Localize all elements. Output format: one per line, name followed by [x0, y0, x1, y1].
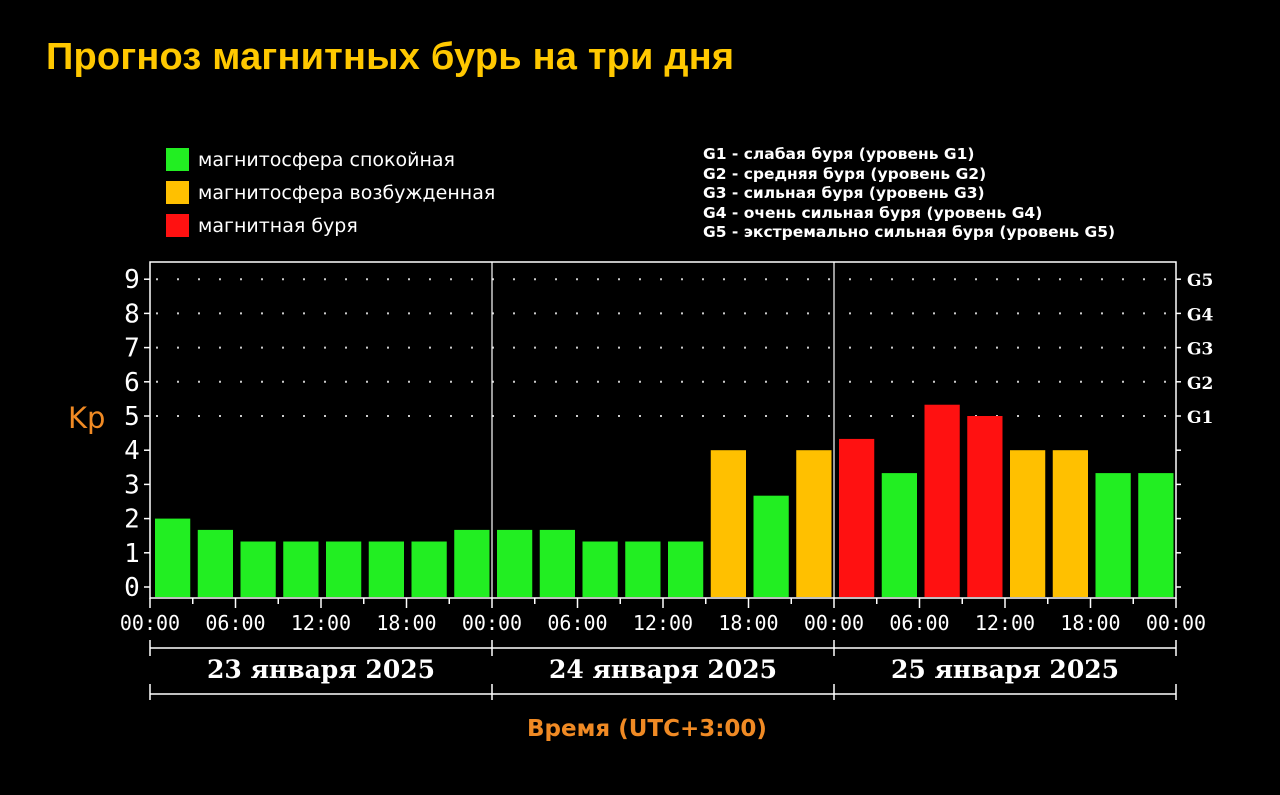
- time-tick-label: 12:00: [633, 611, 693, 635]
- bar: [967, 416, 1003, 597]
- bar: [796, 450, 832, 597]
- bar: [668, 541, 704, 597]
- g-level-label: G3: [1187, 340, 1213, 360]
- legend-label-quiet: магнитосфера спокойная: [198, 148, 455, 171]
- day-label: 23 января 2025: [207, 655, 435, 684]
- bar: [326, 541, 362, 597]
- bar: [411, 541, 447, 597]
- legend-states: магнитосфера спокойная магнитосфера возб…: [166, 143, 495, 242]
- bar: [454, 529, 490, 597]
- legend-level-g4: G4 - очень сильная буря (уровень G4): [703, 203, 1043, 222]
- bar: [539, 529, 575, 597]
- bar: [1138, 473, 1174, 597]
- legend-label-storm: магнитная буря: [198, 214, 358, 237]
- g-level-label: G1: [1187, 408, 1213, 428]
- y-tick-label: 0: [124, 573, 140, 603]
- time-tick-label: 18:00: [1060, 611, 1120, 635]
- legend-level-g2: G2 - средняя буря (уровень G2): [703, 164, 987, 183]
- time-tick-label: 00:00: [804, 611, 864, 635]
- time-tick-label: 00:00: [120, 611, 180, 635]
- bar: [625, 541, 661, 597]
- bar: [368, 541, 404, 597]
- y-tick-label: 4: [124, 436, 140, 466]
- legend-level-g3: G3 - сильная буря (уровень G3): [703, 184, 985, 202]
- time-tick-label: 06:00: [205, 611, 265, 635]
- time-tick-label: 12:00: [975, 611, 1035, 635]
- time-tick-label: 06:00: [547, 611, 607, 635]
- bar: [240, 541, 276, 597]
- time-tick-label: 12:00: [291, 611, 351, 635]
- time-tick-label: 00:00: [462, 611, 522, 635]
- y-tick-label: 2: [124, 505, 140, 535]
- y-tick-label: 3: [124, 470, 140, 500]
- legend-swatch-storm: [166, 214, 189, 237]
- page-title: Прогноз магнитных бурь на три дня: [46, 36, 735, 78]
- legend-level-g5: G5 - экстремально сильная буря (уровень …: [703, 223, 1116, 241]
- bar: [881, 473, 917, 597]
- legend-swatch-quiet: [166, 148, 189, 171]
- legend-label-active: магнитосфера возбужденная: [198, 181, 496, 204]
- bar: [155, 518, 191, 597]
- y-tick-label: 9: [124, 265, 140, 295]
- y-tick-label: 8: [124, 299, 140, 329]
- legend-level-g1: G1 - слабая буря (уровень G1): [703, 145, 975, 163]
- time-tick-label: 00:00: [1146, 611, 1206, 635]
- legend-swatch-active: [166, 181, 189, 204]
- day-label: 25 января 2025: [891, 655, 1119, 684]
- legend-item-storm: магнитная буря: [166, 209, 495, 242]
- time-tick-label: 06:00: [889, 611, 949, 635]
- y-tick-label: 1: [124, 539, 140, 569]
- y-tick-label: 7: [124, 334, 140, 364]
- legend-item-quiet: магнитосфера спокойная: [166, 143, 495, 176]
- bar: [1052, 450, 1088, 597]
- bar: [497, 529, 533, 597]
- time-tick-label: 18:00: [718, 611, 778, 635]
- bar: [197, 529, 233, 597]
- bar: [839, 438, 875, 597]
- time-tick-label: 18:00: [376, 611, 436, 635]
- x-axis-label: Время (UTC+3:00): [527, 716, 767, 742]
- legend-levels: G1 - слабая буря (уровень G1) G2 - средн…: [703, 145, 1115, 243]
- g-level-label: G2: [1187, 374, 1213, 394]
- day-label: 24 января 2025: [549, 655, 777, 684]
- bar: [1095, 473, 1131, 597]
- y-tick-label: 6: [124, 368, 140, 398]
- bar: [582, 541, 618, 597]
- y-axis-label: Kp: [68, 401, 105, 435]
- y-tick-label: 5: [124, 402, 140, 432]
- bar: [753, 495, 789, 597]
- g-level-label: G4: [1187, 305, 1214, 325]
- legend-item-active: магнитосфера возбужденная: [166, 176, 495, 209]
- bar: [924, 404, 960, 597]
- bar: [1010, 450, 1046, 597]
- bar: [283, 541, 319, 597]
- g-level-label: G5: [1187, 271, 1213, 291]
- bar: [710, 450, 746, 597]
